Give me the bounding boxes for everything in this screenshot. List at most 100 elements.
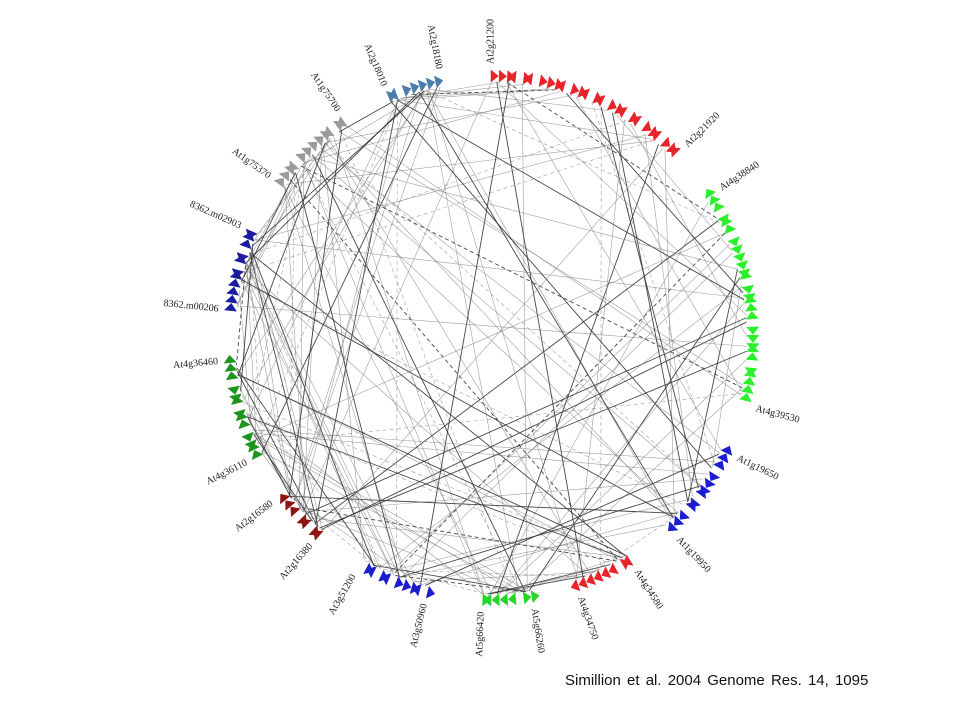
link (401, 88, 550, 99)
link (246, 414, 612, 565)
gene-arrow (740, 384, 754, 395)
gene-arrow (306, 141, 318, 152)
segment (363, 562, 436, 599)
gene-arrow (570, 578, 581, 592)
gene-arrow (667, 520, 679, 532)
gene-arrow (679, 509, 691, 520)
link (498, 302, 745, 595)
gene-arrow (498, 69, 508, 83)
gene-arrow (593, 569, 604, 582)
link (711, 284, 742, 467)
gene-arrow (290, 506, 301, 518)
link (396, 99, 745, 301)
gene-arrow (226, 286, 240, 296)
link (305, 317, 747, 515)
gene-arrow (716, 453, 729, 464)
link (284, 186, 493, 595)
gene-arrow (578, 576, 589, 589)
link (293, 91, 421, 502)
link (496, 144, 659, 595)
gene-arrow (434, 75, 444, 89)
link (298, 506, 617, 562)
link (289, 495, 421, 585)
link (312, 154, 526, 592)
gene-label: At1g75370 (230, 146, 273, 181)
gene-arrow (280, 493, 291, 505)
segment (482, 590, 540, 607)
link (288, 129, 343, 496)
gene-arrow (313, 136, 324, 147)
gene-arrow (556, 80, 567, 93)
link (239, 386, 291, 498)
gene-label: At4g34580 (632, 567, 665, 611)
gene-arrow (223, 302, 237, 312)
link (302, 81, 492, 513)
gene-arrow (245, 228, 258, 239)
gene-label: 8362.m00206 (163, 298, 219, 315)
link (262, 453, 312, 521)
segment (223, 354, 264, 461)
gene-arrow (580, 88, 591, 101)
link (389, 244, 730, 574)
gene-arrow (746, 343, 760, 353)
gene-arrow (741, 284, 755, 294)
link (396, 89, 553, 101)
link (300, 508, 512, 594)
link (246, 262, 400, 578)
gene-arrow (238, 419, 251, 430)
link (241, 137, 332, 280)
gene-arrow (524, 72, 534, 86)
gene-arrow (295, 153, 306, 164)
link (428, 89, 579, 579)
segment (667, 445, 733, 532)
link (235, 265, 246, 366)
link (249, 252, 319, 527)
link (425, 453, 720, 586)
link (246, 92, 420, 263)
gene-arrow (546, 75, 556, 89)
gene-arrow (724, 224, 737, 235)
link (255, 232, 725, 440)
gene-arrow (745, 311, 759, 320)
link (612, 112, 689, 502)
gene-label: At3g50960 (408, 602, 430, 648)
gene-arrow (337, 115, 348, 127)
link (253, 432, 708, 475)
link (590, 516, 675, 575)
link (511, 555, 627, 594)
link (575, 96, 742, 392)
gene-arrow (720, 445, 733, 456)
gene-arrow (285, 500, 296, 511)
link (324, 142, 675, 517)
link (254, 239, 744, 299)
link (241, 395, 383, 570)
link (425, 90, 720, 224)
link (325, 94, 573, 143)
gene-label: 8362.m02903 (188, 199, 243, 232)
gene-label: At5g66260 (529, 608, 547, 654)
gene-arrow (670, 147, 682, 158)
gene-arrow (746, 326, 760, 335)
gene-arrow (530, 590, 540, 604)
link (302, 145, 323, 512)
link (293, 87, 441, 502)
link (322, 148, 664, 532)
gene-arrow (241, 431, 254, 442)
link (249, 160, 307, 423)
link (241, 279, 674, 518)
gene-arrow (231, 268, 245, 278)
link (244, 268, 588, 576)
gene-arrow (745, 302, 759, 312)
link (237, 142, 326, 376)
link (629, 123, 748, 338)
link (426, 89, 672, 521)
link (528, 277, 741, 592)
gene-arrow (727, 236, 740, 247)
link (575, 119, 625, 580)
gene-arrow (300, 147, 312, 158)
gene-arrow (651, 131, 663, 142)
segment (570, 554, 634, 592)
segment (385, 75, 444, 103)
link (283, 187, 406, 580)
